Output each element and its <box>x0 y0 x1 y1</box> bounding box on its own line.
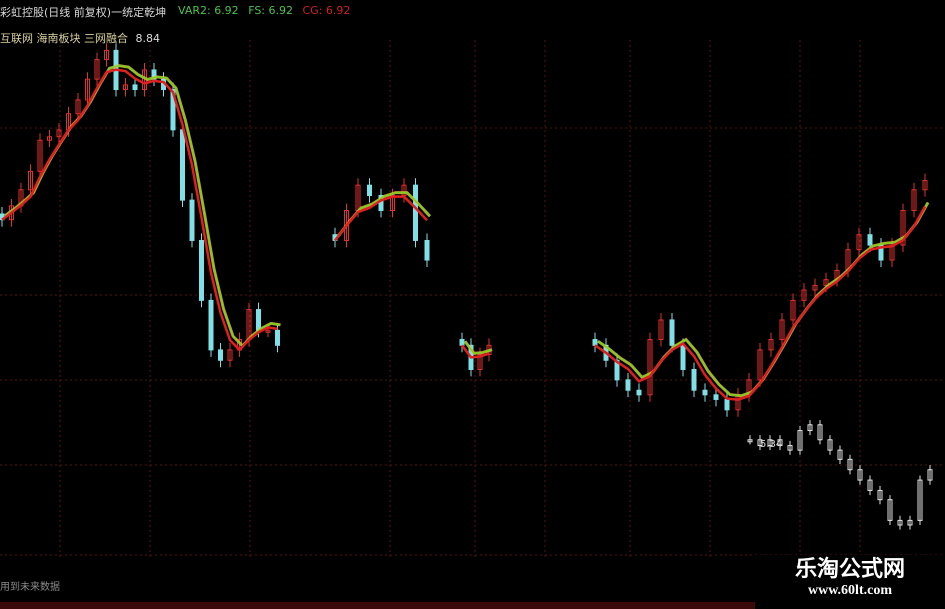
cg-line <box>460 344 490 359</box>
candle-body <box>900 210 906 246</box>
fs-line <box>4 64 281 349</box>
candle-body <box>37 139 43 172</box>
candle-body <box>75 99 81 115</box>
future-candle <box>847 458 853 471</box>
candle-body <box>189 199 195 241</box>
cg-line <box>334 195 428 242</box>
candle-body <box>779 319 785 341</box>
candle-body <box>459 339 465 346</box>
cg-line <box>1 68 278 352</box>
candle-body <box>85 78 90 101</box>
candle-body <box>713 394 719 400</box>
candle-body <box>180 129 185 201</box>
bottom-bar <box>0 602 755 609</box>
sector-tags: 互联网 海南板块 三网融合 8.84 <box>0 30 160 46</box>
future-candle <box>907 519 913 526</box>
high-price-label: 8.84 <box>135 32 161 45</box>
future-candle <box>767 439 773 447</box>
candle-body <box>275 329 280 346</box>
var2-line <box>4 64 281 347</box>
candle-body <box>208 299 214 351</box>
candle-body <box>625 379 631 391</box>
cg-line <box>594 205 927 402</box>
legend-var2: VAR2: 6.92 <box>178 4 239 17</box>
watermark-url: www.60lt.com <box>808 583 892 598</box>
future-candle <box>877 489 883 501</box>
candle-body <box>227 349 233 361</box>
candle-body <box>757 349 763 381</box>
candle-body <box>911 189 917 212</box>
watermark-title: 乐淘公式网 <box>794 556 905 582</box>
indicator-legend: VAR2: 6.92 FS: 6.92 CG: 6.92 <box>178 4 356 17</box>
future-candle <box>897 519 903 526</box>
candle-body <box>56 129 62 138</box>
candle-body <box>218 349 223 361</box>
candle-body <box>123 84 128 91</box>
candle-body <box>424 239 430 261</box>
candle-body <box>170 89 176 131</box>
sector-text: 互联网 海南板块 三网融合 <box>0 32 128 45</box>
future-candle <box>837 449 843 460</box>
future-candle <box>887 499 893 521</box>
future-candle <box>757 439 763 447</box>
legend-cg: CG: 6.92 <box>302 4 351 17</box>
candle-body <box>856 234 862 251</box>
candle-body <box>812 284 818 291</box>
future-candle <box>797 430 803 451</box>
candle-body <box>867 234 873 246</box>
candle-body <box>669 319 675 346</box>
future-candle <box>857 469 863 481</box>
candle-body <box>636 389 642 396</box>
candle-body <box>199 239 204 301</box>
candle-body <box>823 279 829 286</box>
var2-line <box>464 340 493 355</box>
future-candle <box>927 469 933 481</box>
candle-body <box>132 84 138 91</box>
candle-body <box>265 329 271 333</box>
candle-body <box>94 59 100 80</box>
future-candle <box>777 439 783 447</box>
candle-body <box>104 49 109 61</box>
candle-body <box>28 170 33 191</box>
candle-body <box>592 339 598 346</box>
candle-body <box>413 184 418 241</box>
candle-body <box>691 368 697 391</box>
candle-body <box>922 180 928 191</box>
future-candle <box>747 439 753 443</box>
candle-body <box>801 289 807 301</box>
future-candle <box>867 479 873 491</box>
legend-fs: FS: 6.92 <box>248 4 293 17</box>
candle-body <box>658 319 664 341</box>
candle-body <box>790 299 796 321</box>
candle-body <box>256 309 261 331</box>
candle-body <box>647 339 653 396</box>
future-data-note: 用到未来数据 <box>0 582 60 593</box>
candle-body <box>724 398 730 411</box>
candle-body <box>702 389 708 396</box>
candle-body <box>47 136 52 141</box>
future-candle <box>917 479 923 521</box>
future-candle <box>787 445 793 451</box>
candle-body <box>367 184 372 197</box>
candle-body <box>344 210 349 241</box>
candle-body <box>477 354 483 370</box>
candle-body <box>768 339 774 351</box>
low-price-label: 5.34 <box>760 439 782 450</box>
watermark-logo: 乐淘公式网 www.60lt.com <box>755 555 945 609</box>
chart-title: 彩虹控股(日线 前复权)一统定乾坤 <box>0 6 167 19</box>
future-candle <box>827 439 833 451</box>
future-candle <box>817 424 823 441</box>
candle-body <box>680 344 686 370</box>
future-candle <box>807 424 813 432</box>
